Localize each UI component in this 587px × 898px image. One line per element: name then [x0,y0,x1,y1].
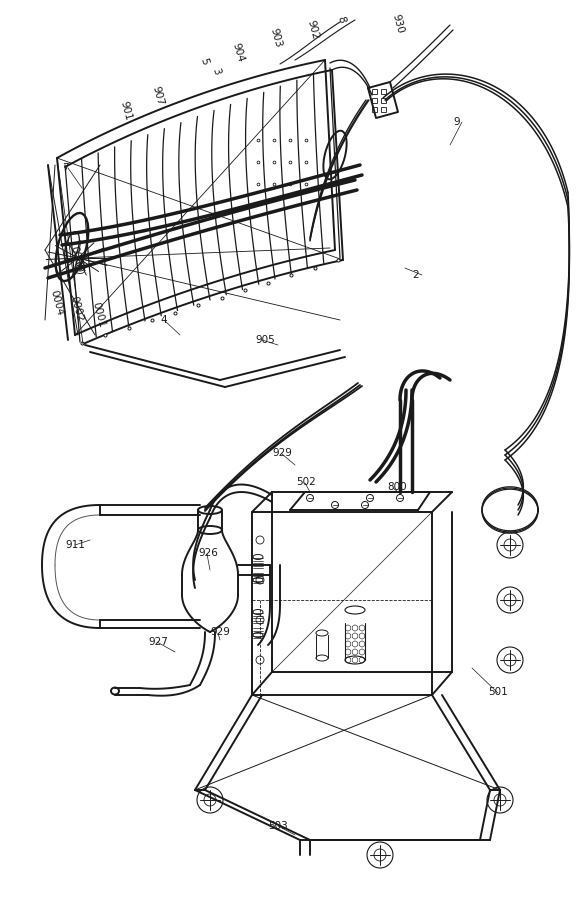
Text: 927: 927 [148,637,168,647]
Text: 930: 930 [390,13,405,35]
Text: 9: 9 [453,117,460,127]
Bar [372,107,377,112]
Text: 926: 926 [198,548,218,558]
Bar [372,89,377,94]
Text: 501: 501 [488,687,508,697]
Text: 929: 929 [210,627,230,637]
Bar [372,98,377,103]
Text: 2: 2 [412,270,419,280]
Text: 911: 911 [65,540,85,550]
Bar [381,89,386,94]
Text: 503: 503 [268,821,288,831]
Bar [381,107,386,112]
Text: 902: 902 [305,20,320,41]
Text: 5: 5 [198,57,210,66]
Text: 0003: 0003 [68,245,85,273]
Text: 502: 502 [296,477,316,487]
Bar [381,98,386,103]
Text: 929: 929 [272,448,292,458]
Text: 901: 901 [118,101,133,122]
Text: 0002: 0002 [68,295,85,323]
Text: 7: 7 [62,163,69,173]
Text: 4: 4 [160,315,167,325]
Text: 903: 903 [268,28,283,49]
Text: 905: 905 [255,335,275,345]
Text: 0004: 0004 [48,289,65,317]
Text: 907: 907 [150,85,165,107]
Text: 904: 904 [230,42,245,64]
Text: 0001: 0001 [90,302,106,330]
Text: 800: 800 [387,482,407,492]
Text: 8: 8 [335,15,346,24]
Text: 3: 3 [210,67,221,76]
